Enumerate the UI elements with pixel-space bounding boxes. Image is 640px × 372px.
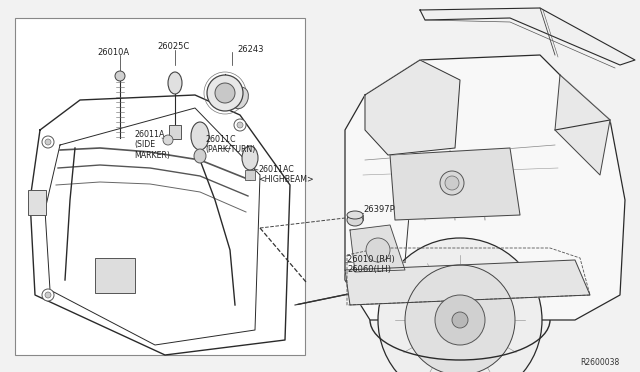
Ellipse shape — [347, 214, 363, 226]
Circle shape — [366, 238, 390, 262]
Polygon shape — [345, 260, 590, 305]
Circle shape — [215, 83, 235, 103]
Polygon shape — [350, 225, 405, 272]
Text: 26011A
(SIDE
MARKER): 26011A (SIDE MARKER) — [134, 130, 170, 160]
Circle shape — [163, 135, 173, 145]
Polygon shape — [365, 60, 460, 155]
Text: 26011C
(PARK/TURN): 26011C (PARK/TURN) — [205, 135, 255, 154]
Text: 26397P: 26397P — [363, 205, 395, 214]
Ellipse shape — [232, 87, 248, 109]
Text: 26010 (RH)
26060(LH): 26010 (RH) 26060(LH) — [347, 255, 395, 275]
Circle shape — [405, 265, 515, 372]
Circle shape — [45, 139, 51, 145]
Ellipse shape — [242, 146, 258, 170]
Circle shape — [234, 119, 246, 131]
Circle shape — [115, 71, 125, 81]
Ellipse shape — [168, 72, 182, 94]
Polygon shape — [555, 75, 610, 175]
Polygon shape — [420, 8, 635, 65]
Ellipse shape — [347, 211, 363, 219]
Text: 26025C: 26025C — [157, 42, 189, 51]
Polygon shape — [390, 148, 520, 220]
Ellipse shape — [191, 122, 209, 150]
Bar — [28, 190, 46, 215]
Circle shape — [440, 171, 464, 195]
Text: R2600038: R2600038 — [580, 358, 620, 367]
Bar — [15, 18, 305, 355]
Text: 26010A: 26010A — [97, 48, 129, 57]
Circle shape — [42, 289, 54, 301]
Circle shape — [435, 295, 485, 345]
Circle shape — [237, 122, 243, 128]
Bar — [95, 258, 135, 293]
Circle shape — [378, 238, 542, 372]
Circle shape — [45, 292, 51, 298]
Text: 26011AC
<HIGHBEAM>: 26011AC <HIGHBEAM> — [258, 165, 314, 185]
Bar — [245, 170, 255, 180]
Bar — [169, 125, 181, 139]
Text: 26243: 26243 — [237, 45, 264, 54]
Circle shape — [445, 176, 459, 190]
Ellipse shape — [194, 149, 206, 163]
Circle shape — [207, 75, 243, 111]
Circle shape — [452, 312, 468, 328]
Circle shape — [42, 136, 54, 148]
Polygon shape — [345, 55, 625, 320]
